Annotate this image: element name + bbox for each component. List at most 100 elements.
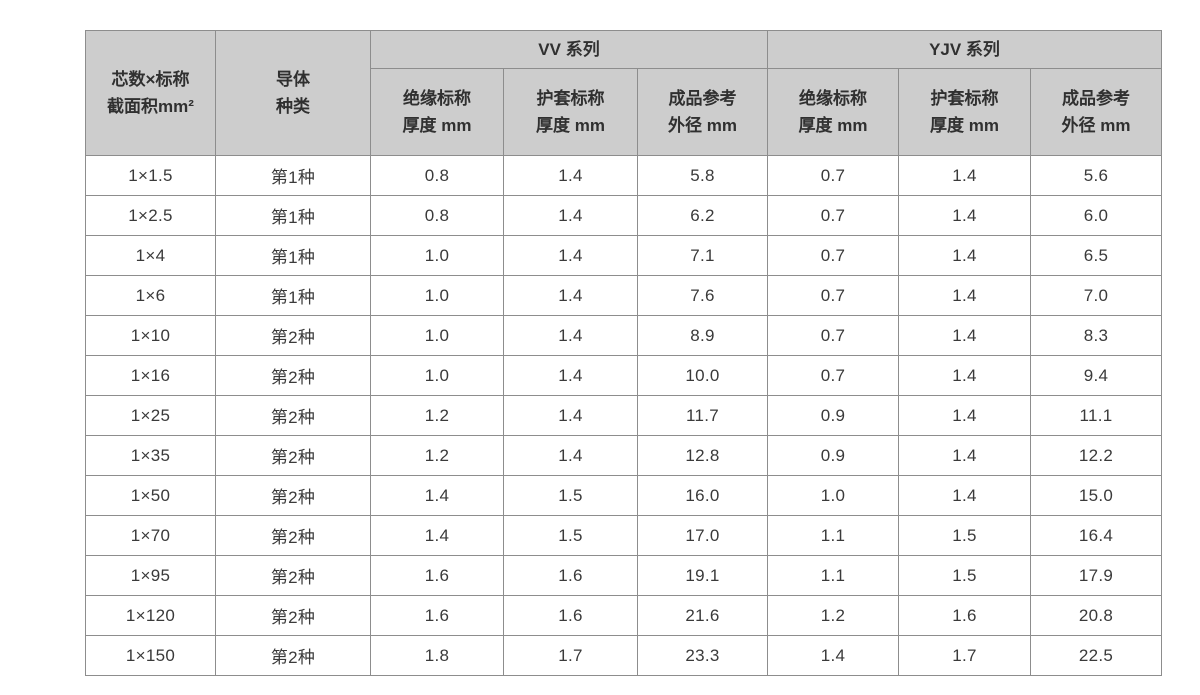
cell-yjv-od: 22.5 [1030,635,1163,676]
table-row: 1×95 第2种 1.6 1.6 19.1 1.1 1.5 17.9 [85,555,1163,596]
col-header-vv-od: 成品参考 外径 mm [636,68,769,156]
col-header-conductor: 导体 种类 [215,30,371,156]
vv-insulation-line1: 绝缘标称 [403,88,471,108]
cell-vv-insulation: 1.8 [370,635,504,676]
cell-yjv-od: 12.2 [1030,435,1163,476]
cell-vv-od: 19.1 [636,555,769,596]
cell-spec: 1×4 [85,235,216,276]
cell-vv-sheath: 1.5 [503,515,638,556]
cell-conductor-type: 第2种 [215,555,371,596]
cell-yjv-sheath: 1.4 [898,235,1032,276]
cell-vv-insulation: 1.0 [370,315,504,356]
cell-yjv-sheath: 1.4 [898,275,1032,316]
cell-yjv-sheath: 1.5 [898,555,1032,596]
header-group-row: 芯数×标称 截面积mm² 导体 种类 VV 系列 YJV 系列 [85,30,1163,156]
cell-yjv-od: 7.0 [1030,275,1163,316]
cell-vv-insulation: 1.4 [370,515,504,556]
vv-od-line2: 外径 mm [668,116,737,135]
cell-spec: 1×10 [85,315,216,356]
cell-yjv-od: 9.4 [1030,355,1163,396]
cell-vv-sheath: 1.4 [503,435,638,476]
cell-vv-insulation: 1.4 [370,475,504,516]
cell-vv-od: 21.6 [636,595,769,636]
cell-conductor-type: 第2种 [215,355,371,396]
cell-vv-od: 5.8 [636,155,769,196]
cell-vv-od: 10.0 [636,355,769,396]
cell-yjv-od: 8.3 [1030,315,1163,356]
cell-yjv-od: 5.6 [1030,155,1163,196]
cell-vv-od: 7.1 [636,235,769,276]
col-header-vv-insulation: 绝缘标称 厚度 mm [370,68,504,156]
group-header-yjv: YJV 系列 [767,30,1163,69]
cell-yjv-sheath: 1.4 [898,355,1032,396]
cell-vv-insulation: 1.0 [370,355,504,396]
cell-yjv-sheath: 1.4 [898,315,1032,356]
cell-yjv-insulation: 1.1 [767,515,900,556]
cell-spec: 1×6 [85,275,216,316]
cell-yjv-insulation: 0.7 [767,155,900,196]
cell-vv-od: 23.3 [636,635,769,676]
cell-vv-sheath: 1.6 [503,595,638,636]
cell-vv-sheath: 1.5 [503,475,638,516]
cell-vv-insulation: 1.0 [370,275,504,316]
cell-yjv-sheath: 1.4 [898,395,1032,436]
cell-vv-sheath: 1.4 [503,355,638,396]
cell-conductor-type: 第2种 [215,435,371,476]
cell-spec: 1×25 [85,395,216,436]
col-header-spec-line2: 截面积mm² [107,97,194,116]
cell-yjv-sheath: 1.4 [898,155,1032,196]
yjv-od-line2: 外径 mm [1061,116,1131,135]
cell-vv-sheath: 1.4 [503,275,638,316]
cell-vv-sheath: 1.4 [503,395,638,436]
cell-yjv-insulation: 1.4 [767,635,900,676]
table-body: 1×1.5 第1种 0.8 1.4 5.8 0.7 1.4 5.6 1×2.5 第1种 0.8 1.4… [85,155,1163,676]
cell-vv-insulation: 1.2 [370,395,504,436]
cell-vv-insulation: 1.0 [370,235,504,276]
cell-yjv-od: 17.9 [1030,555,1163,596]
table-row: 1×2.5 第1种 0.8 1.4 6.2 0.7 1.4 6.0 [85,195,1163,236]
cell-conductor-type: 第2种 [215,595,371,636]
cell-yjv-od: 6.5 [1030,235,1163,276]
yjv-od-line1: 成品参考 [1062,88,1131,108]
cell-spec: 1×16 [85,355,216,396]
table-row: 1×35 第2种 1.2 1.4 12.8 0.9 1.4 12.2 [85,435,1163,476]
cell-vv-insulation: 1.2 [370,435,504,476]
table-row: 1×1.5 第1种 0.8 1.4 5.8 0.7 1.4 5.6 [85,155,1163,196]
cell-vv-od: 7.6 [636,275,769,316]
col-header-spec-text: 芯数×标称 截面积mm² [87,66,215,120]
cell-spec: 1×2.5 [85,195,216,236]
header-sub-row: 绝缘标称 厚度 mm 护套标称 厚度 mm 成品参考 外径 mm [86,68,1163,156]
table-row: 1×4 第1种 1.0 1.4 7.1 0.7 1.4 6.5 [85,235,1163,276]
table-wrap: 芯数×标称 截面积mm² 导体 种类 VV 系列 YJV 系列 [85,30,1163,676]
cell-yjv-insulation: 0.9 [767,435,900,476]
cell-yjv-insulation: 1.0 [767,475,900,516]
cell-vv-sheath: 1.4 [503,195,638,236]
cell-yjv-od: 6.0 [1030,195,1163,236]
col-header-conductor-line2: 种类 [276,97,310,116]
cell-yjv-insulation: 0.7 [767,315,900,356]
cell-vv-sheath: 1.4 [503,155,638,196]
cell-vv-od: 11.7 [636,395,769,436]
col-header-vv-sheath: 护套标称 厚度 mm [503,68,638,156]
yjv-insulation-line1: 绝缘标称 [799,88,868,108]
cell-yjv-sheath: 1.4 [898,195,1032,236]
cell-yjv-insulation: 0.7 [767,195,900,236]
vv-sheath-line1: 护套标称 [536,88,605,108]
cell-conductor-type: 第1种 [215,155,371,196]
table-row: 1×70 第2种 1.4 1.5 17.0 1.1 1.5 16.4 [85,515,1163,556]
cell-yjv-sheath: 1.6 [898,595,1032,636]
vv-od-line1: 成品参考 [668,88,737,108]
table-row: 1×150 第2种 1.8 1.7 23.3 1.4 1.7 22.5 [85,635,1163,676]
table-row: 1×16 第2种 1.0 1.4 10.0 0.7 1.4 9.4 [85,355,1163,396]
cell-vv-od: 12.8 [636,435,769,476]
cell-vv-od: 8.9 [636,315,769,356]
cell-yjv-insulation: 0.7 [767,235,900,276]
cell-conductor-type: 第1种 [215,235,371,276]
yjv-sheath-line1: 护套标称 [930,88,999,108]
col-header-conductor-text: 导体 种类 [217,66,370,120]
cell-yjv-od: 11.1 [1030,395,1163,436]
cell-yjv-od: 16.4 [1030,515,1163,556]
yjv-sheath-line2: 厚度 mm [930,116,999,135]
cell-vv-od: 6.2 [636,195,769,236]
